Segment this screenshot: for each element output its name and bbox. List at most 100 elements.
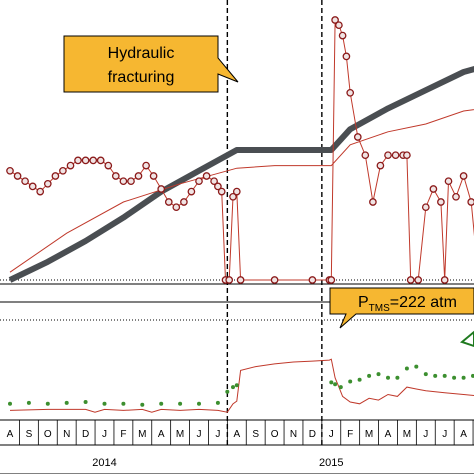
ptms-subscript: TMS [369,303,390,314]
lower-green-point [215,400,220,405]
upper-measured-point [331,16,339,24]
lower-green-point [461,375,466,380]
month-label: M [176,429,184,440]
month-label: J [442,429,447,440]
lower-green-point [348,379,353,384]
upper-measured-point [134,172,143,180]
month-label: J [197,429,202,440]
upper-measured-point [353,133,362,141]
upper-measured-point [440,276,449,284]
month-label: S [26,429,33,440]
upper-measured-point [180,198,188,206]
upper-measured-point [414,276,423,284]
lower-panel-series [8,358,474,413]
upper-measured-point [127,177,135,186]
lower-green-point [8,401,12,406]
month-label: M [138,429,146,440]
upper-measured-point [335,21,343,30]
lower-green-point [26,400,31,405]
event-lines [226,0,323,445]
upper-measured-point [384,151,392,160]
upper-measured-point [96,156,105,165]
lower-green-point [197,401,201,406]
month-label: M [365,429,373,440]
lower-green-point [121,401,126,406]
upper-measured-point [149,172,158,180]
month-ticks [19,420,474,445]
upper-measured-point [74,156,82,165]
upper-measured-point [59,166,67,175]
hydraulic-fracturing-callout: Hydraulic fracturing [63,35,239,93]
lower-green-point [442,373,447,378]
upper-measured-point [459,172,468,180]
upper-measured-point [361,151,370,160]
lower-green-point [338,385,343,390]
month-label: F [347,429,353,440]
upper-measured-point [225,276,234,284]
lower-green-point [45,401,50,406]
lower-green-point [234,383,239,388]
upper-measured-point [104,161,113,170]
upper-measured-point [89,156,98,165]
upper-measured-point [119,177,128,186]
lower-green-point [376,372,381,377]
upper-measured-point [21,177,29,186]
upper-measured-point [421,203,430,212]
month-label: J [215,429,220,440]
upper-measured-point [346,88,355,97]
green-triangle-marker [459,330,474,348]
upper-model-line [9,109,474,273]
lower-green-point [159,401,164,406]
upper-measured-point [66,161,75,170]
lower-green-point [423,372,428,377]
upper-measured-point [232,187,241,196]
upper-measured-point [157,185,166,193]
upper-measured-point [467,198,474,206]
upper-measured-point [51,172,60,180]
upper-measured-point [369,198,377,206]
month-label: O [44,429,52,440]
upper-measured-point [391,151,400,160]
month-label: N [63,429,70,440]
upper-measured-point [214,182,222,191]
upper-panel-series [6,16,474,284]
upper-measured-point [210,177,218,186]
upper-measured-point [28,182,37,191]
month-label: A [385,429,392,440]
upper-measured-point [236,276,245,284]
upper-measured-point [195,177,203,186]
lower-green-point [452,375,457,380]
ptms-prefix: P [358,294,369,311]
upper-measured-point [187,187,196,196]
lower-green-point [225,389,230,394]
upper-measured-point [327,276,336,284]
month-label: F [120,429,126,440]
month-label: A [158,429,165,440]
month-label: N [290,429,297,440]
upper-measured-point [406,276,415,284]
ptms-suffix: =222 atm [390,294,457,311]
upper-measured-point [376,161,385,170]
lower-green-point [471,373,474,378]
lower-green-point [140,402,145,407]
upper-measured-point [43,179,52,188]
upper-measured-point [202,172,211,180]
upper-measured-point [338,31,347,40]
upper-measured-point [142,161,150,170]
upper-measured-point [229,192,237,201]
upper-measured-point [429,185,438,193]
upper-measured-point [403,151,411,160]
ptms-callout: PTMS=222 atm [329,287,474,329]
upper-measured-point [308,276,317,284]
month-label: J [329,429,334,440]
upper-measured-point [111,172,120,180]
upper-measured-point [437,198,445,206]
lower-green-point [395,375,400,380]
lower-green-point [64,400,69,405]
month-label: A [7,429,14,440]
upper-measured-point [172,203,181,212]
lower-green-point [178,401,183,406]
month-label: A [460,429,467,440]
